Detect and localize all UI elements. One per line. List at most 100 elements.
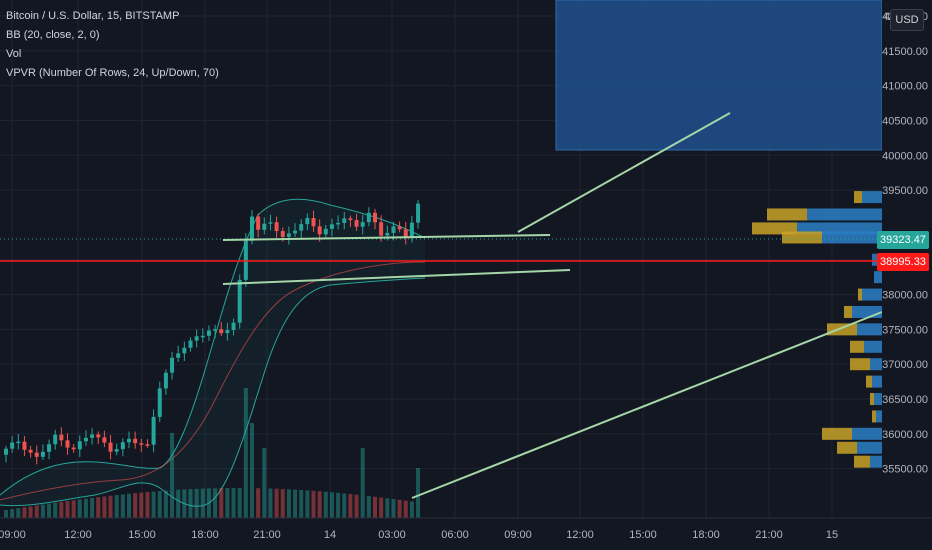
- volume-bar: [409, 501, 414, 518]
- candle-body: [71, 447, 76, 450]
- volume-bar: [28, 506, 33, 518]
- price-axis-label: 40500.00: [882, 115, 928, 127]
- candle-body: [348, 218, 353, 221]
- vpvr-row-up: [870, 455, 882, 468]
- candle-body: [40, 451, 45, 457]
- volume-bar: [182, 489, 187, 518]
- candle-body: [256, 216, 261, 230]
- time-axis-label: 21:00: [253, 529, 281, 541]
- channel-upper-trendline: [222, 234, 551, 241]
- candle-body: [16, 441, 21, 444]
- candle-body: [268, 222, 273, 224]
- vpvr-row-down: [844, 305, 852, 318]
- time-axis-label: 15:00: [629, 529, 657, 541]
- candle-body: [188, 340, 193, 348]
- volume-bar: [157, 491, 162, 518]
- vpvr-row-up: [864, 340, 882, 353]
- volume-bar: [243, 388, 248, 518]
- time-axis-label: 18:00: [191, 529, 219, 541]
- volume-bar: [336, 492, 341, 518]
- candle-body: [219, 329, 224, 334]
- symbol-title[interactable]: Bitcoin / U.S. Dollar, 15, BITSTAMP: [6, 10, 180, 22]
- volume-bar: [163, 490, 168, 518]
- volume-bar: [127, 493, 131, 518]
- volume-bar: [385, 498, 390, 518]
- candle-body: [96, 434, 101, 438]
- volume-bar: [237, 488, 242, 518]
- volume-bar: [40, 504, 45, 518]
- candle-body: [65, 440, 70, 448]
- volume-bar: [366, 496, 371, 518]
- bb-indicator-label[interactable]: BB (20, close, 2, 0): [6, 29, 100, 41]
- volume-bar: [10, 509, 15, 518]
- vpvr-row-down: [752, 222, 797, 235]
- candle-body: [120, 442, 125, 450]
- volume-bar: [145, 492, 150, 518]
- trendlines: [222, 112, 883, 499]
- time-axis-label: 06:00: [441, 529, 469, 541]
- volume-bar: [22, 507, 27, 518]
- candle-body: [397, 226, 402, 230]
- volume-indicator-label[interactable]: Vol: [6, 48, 22, 60]
- volume-bar: [188, 489, 193, 518]
- vpvr-indicator-label[interactable]: VPVR (Number Of Rows, 24, Up/Down, 70): [6, 67, 219, 79]
- candle-body: [53, 434, 58, 445]
- vpvr-row-up: [874, 393, 882, 406]
- volume-bar: [280, 488, 285, 518]
- volume-bar: [200, 488, 205, 518]
- candle-body: [323, 228, 328, 235]
- volume-bar: [397, 499, 402, 518]
- time-axis-label: 21:00: [755, 529, 783, 541]
- volume-bar: [170, 433, 175, 518]
- candle-body: [139, 443, 144, 445]
- vpvr-row-up: [797, 222, 882, 235]
- candle-body: [170, 357, 175, 373]
- price-axis-label: 39500.00: [882, 185, 928, 197]
- candle-body: [342, 218, 347, 223]
- vpvr-row-up: [874, 271, 882, 284]
- currency-unit-button[interactable]: USD: [890, 9, 924, 31]
- volume-bar: [139, 492, 144, 518]
- vpvr-row-down: [858, 288, 862, 301]
- candle-body: [127, 438, 131, 443]
- candle-body: [22, 441, 27, 450]
- price-axis-label: 40000.00: [882, 150, 928, 162]
- candle-body: [145, 444, 150, 446]
- vpvr-row-down: [866, 375, 872, 388]
- time-axis-label: 14: [324, 529, 336, 541]
- candle-body: [299, 224, 304, 231]
- candle-body: [237, 279, 242, 323]
- candle-body: [83, 437, 88, 442]
- volume-bar: [77, 499, 82, 518]
- candle-body: [77, 441, 82, 450]
- candle-body: [366, 212, 371, 223]
- vpvr-row-up: [870, 358, 882, 371]
- price-axis-label: 37500.00: [882, 324, 928, 336]
- candle-body: [391, 226, 396, 233]
- candle-body: [336, 222, 341, 225]
- price-axis-label: 38000.00: [882, 290, 928, 302]
- vpvr-row-up: [822, 231, 882, 244]
- price-axis-label: 41500.00: [882, 46, 928, 58]
- candle-body: [194, 336, 199, 341]
- vpvr-row-down: [854, 455, 870, 468]
- time-axis-background: [0, 518, 932, 550]
- volume-bar: [206, 488, 211, 518]
- candle-body: [409, 222, 414, 237]
- volume-bar: [299, 489, 304, 518]
- volume-bar: [317, 491, 322, 518]
- volume-bar: [305, 490, 310, 518]
- horizontal-line-price-tag: 38995.33: [877, 253, 929, 271]
- target-rectangle: [555, 0, 883, 151]
- volume-bar: [59, 501, 64, 518]
- candle-body: [151, 416, 156, 445]
- volume-bar: [416, 468, 421, 518]
- bollinger-bands: [0, 198, 426, 507]
- time-axis-label: 09:00: [0, 529, 26, 541]
- candle-body: [133, 438, 138, 444]
- price-axis-label: 37000.00: [882, 359, 928, 371]
- candle-body: [293, 230, 298, 234]
- candle-body: [200, 335, 205, 338]
